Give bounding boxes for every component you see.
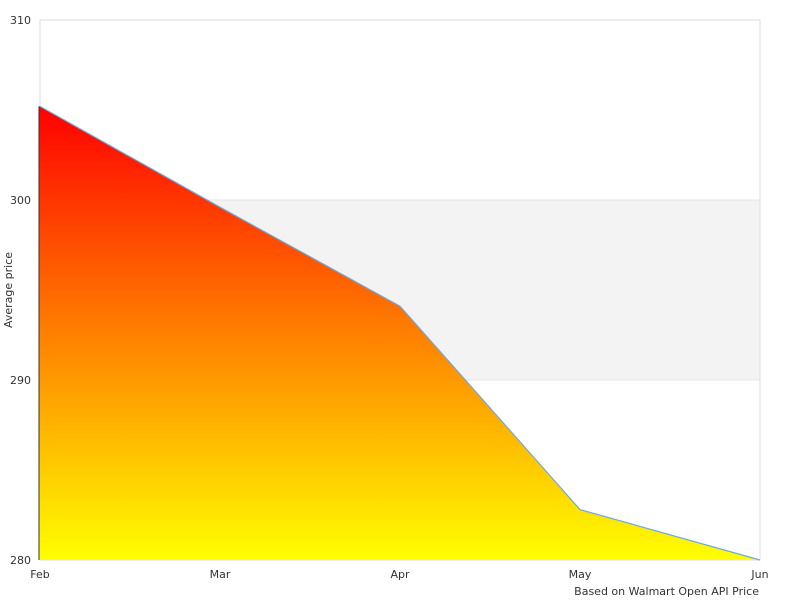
y-tick-label: 310	[10, 14, 31, 27]
x-tick-label: Feb	[30, 568, 49, 581]
area-fill	[39, 106, 760, 561]
x-tick-label: May	[569, 568, 592, 581]
y-tick-label: 300	[10, 194, 31, 207]
x-tick-label: Mar	[210, 568, 231, 581]
series-line	[39, 105, 761, 561]
x-tick-label: Jun	[750, 568, 768, 581]
y-tick-label: 290	[10, 374, 31, 387]
y-tick-label: 280	[10, 554, 31, 567]
x-tick-label: Apr	[390, 568, 410, 581]
x-axis-label: Based on Walmart Open API Price	[574, 585, 759, 598]
y-axis-label: Average price	[2, 252, 15, 328]
